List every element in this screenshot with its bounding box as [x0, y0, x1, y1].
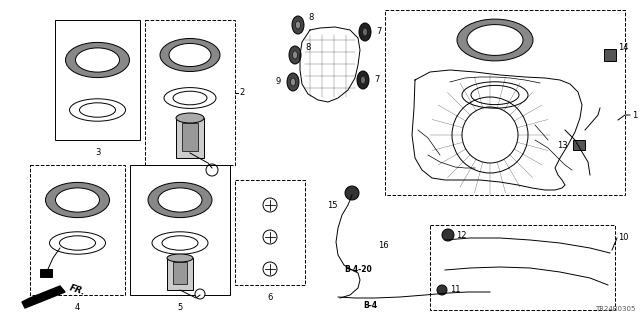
Ellipse shape — [287, 73, 299, 91]
Ellipse shape — [296, 21, 301, 29]
Text: 5: 5 — [177, 303, 182, 312]
Circle shape — [442, 229, 454, 241]
Text: 14: 14 — [618, 42, 628, 51]
Text: TR24B0305: TR24B0305 — [595, 306, 635, 312]
Text: 3: 3 — [95, 148, 100, 157]
Bar — [30, 165, 125, 295]
Text: 7: 7 — [374, 76, 380, 85]
Bar — [385, 10, 625, 195]
Ellipse shape — [76, 48, 120, 72]
Ellipse shape — [56, 188, 99, 212]
Bar — [167, 258, 193, 290]
Bar — [573, 140, 585, 150]
Text: 15: 15 — [328, 201, 338, 210]
Text: B-4: B-4 — [363, 300, 377, 309]
Text: FR.: FR. — [68, 283, 86, 297]
Ellipse shape — [357, 71, 369, 89]
Ellipse shape — [292, 16, 304, 34]
Text: 8: 8 — [305, 42, 310, 51]
Text: 11: 11 — [450, 286, 461, 294]
Circle shape — [195, 289, 205, 299]
Ellipse shape — [360, 76, 365, 84]
Text: 1: 1 — [632, 110, 637, 120]
Ellipse shape — [467, 25, 523, 56]
Bar — [182, 123, 198, 151]
Ellipse shape — [65, 42, 129, 78]
Ellipse shape — [169, 43, 211, 67]
Ellipse shape — [457, 19, 533, 61]
Ellipse shape — [289, 46, 301, 64]
Bar — [130, 165, 230, 295]
Bar — [173, 262, 187, 284]
Ellipse shape — [362, 28, 367, 36]
Ellipse shape — [176, 113, 204, 123]
Circle shape — [345, 186, 359, 200]
Ellipse shape — [291, 78, 296, 86]
Ellipse shape — [160, 39, 220, 71]
Text: 13: 13 — [557, 140, 568, 150]
Polygon shape — [22, 286, 65, 308]
Bar — [235, 180, 305, 285]
Text: 6: 6 — [268, 293, 273, 302]
Bar — [430, 225, 615, 310]
Text: 2: 2 — [239, 88, 244, 97]
Ellipse shape — [45, 182, 109, 218]
Ellipse shape — [167, 254, 193, 262]
Bar — [55, 20, 140, 140]
Ellipse shape — [292, 51, 298, 59]
Text: 8: 8 — [308, 12, 314, 21]
Circle shape — [206, 164, 218, 176]
Text: B-4-20: B-4-20 — [344, 265, 372, 275]
Text: 4: 4 — [75, 303, 80, 312]
Ellipse shape — [359, 23, 371, 41]
Ellipse shape — [158, 188, 202, 212]
Text: 9: 9 — [276, 78, 281, 86]
Bar — [176, 118, 204, 158]
Text: 10: 10 — [618, 234, 628, 242]
Ellipse shape — [148, 182, 212, 218]
Text: 12: 12 — [456, 231, 467, 240]
Circle shape — [437, 285, 447, 295]
Bar — [145, 20, 235, 165]
Text: 7: 7 — [376, 27, 381, 36]
Bar — [604, 49, 616, 61]
Text: 16: 16 — [378, 241, 388, 249]
Bar — [40, 269, 52, 277]
